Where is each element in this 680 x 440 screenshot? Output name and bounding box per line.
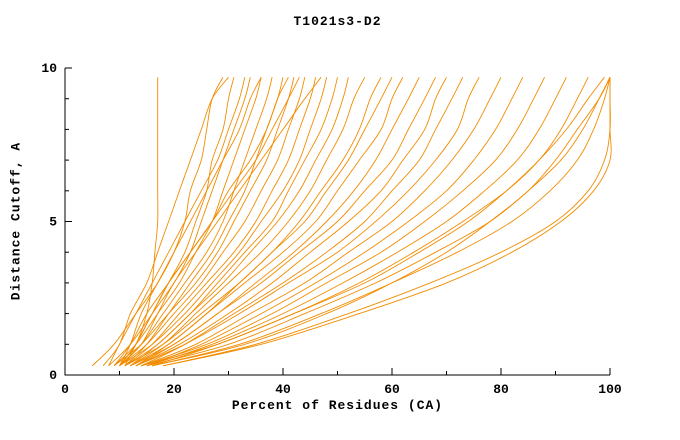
svg-text:0: 0 <box>61 382 69 397</box>
x-axis-label: Percent of Residues (CA) <box>231 398 444 413</box>
svg-text:60: 60 <box>384 382 400 397</box>
chart-title: T1021s3-D2 <box>293 14 382 29</box>
svg-text:10: 10 <box>41 61 57 76</box>
svg-text:100: 100 <box>598 382 622 397</box>
svg-text:40: 40 <box>275 382 291 397</box>
svg-text:5: 5 <box>49 215 57 230</box>
svg-text:80: 80 <box>493 382 509 397</box>
svg-text:0: 0 <box>49 368 57 383</box>
svg-text:20: 20 <box>166 382 182 397</box>
y-axis-label: Distance Cutoff, A <box>8 141 24 301</box>
